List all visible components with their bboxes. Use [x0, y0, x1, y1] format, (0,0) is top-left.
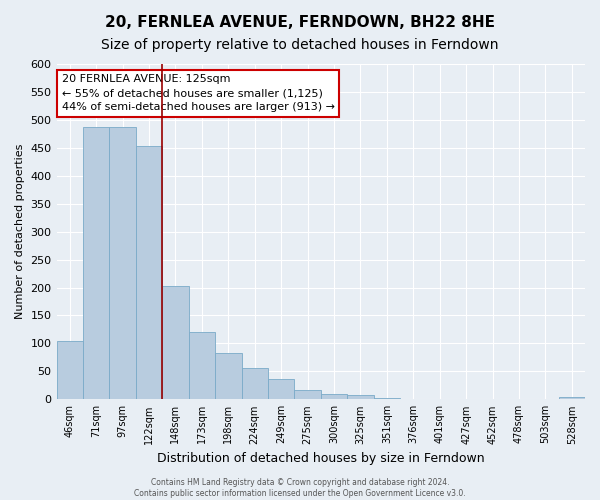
X-axis label: Distribution of detached houses by size in Ferndown: Distribution of detached houses by size …	[157, 452, 485, 465]
Bar	[56, 340, 83, 400]
Bar	[83, 126, 109, 400]
Text: Size of property relative to detached houses in Ferndown: Size of property relative to detached ho…	[101, 38, 499, 52]
Text: Contains HM Land Registry data © Crown copyright and database right 2024.
Contai: Contains HM Land Registry data © Crown c…	[134, 478, 466, 498]
Bar	[109, 126, 136, 400]
Bar	[188, 332, 215, 400]
Bar	[453, 398, 479, 400]
Text: 20, FERNLEA AVENUE, FERNDOWN, BH22 8HE: 20, FERNLEA AVENUE, FERNDOWN, BH22 8HE	[105, 15, 495, 30]
Bar	[136, 146, 162, 400]
Bar	[295, 390, 321, 400]
Bar	[215, 354, 242, 400]
Text: 20 FERNLEA AVENUE: 125sqm
← 55% of detached houses are smaller (1,125)
44% of se: 20 FERNLEA AVENUE: 125sqm ← 55% of detac…	[62, 74, 335, 112]
Bar	[162, 286, 188, 400]
Bar	[321, 394, 347, 400]
Bar	[374, 398, 400, 400]
Bar	[242, 368, 268, 400]
Bar	[347, 395, 374, 400]
Bar	[427, 398, 453, 400]
Y-axis label: Number of detached properties: Number of detached properties	[15, 144, 25, 320]
Bar	[559, 396, 585, 400]
Bar	[268, 379, 295, 400]
